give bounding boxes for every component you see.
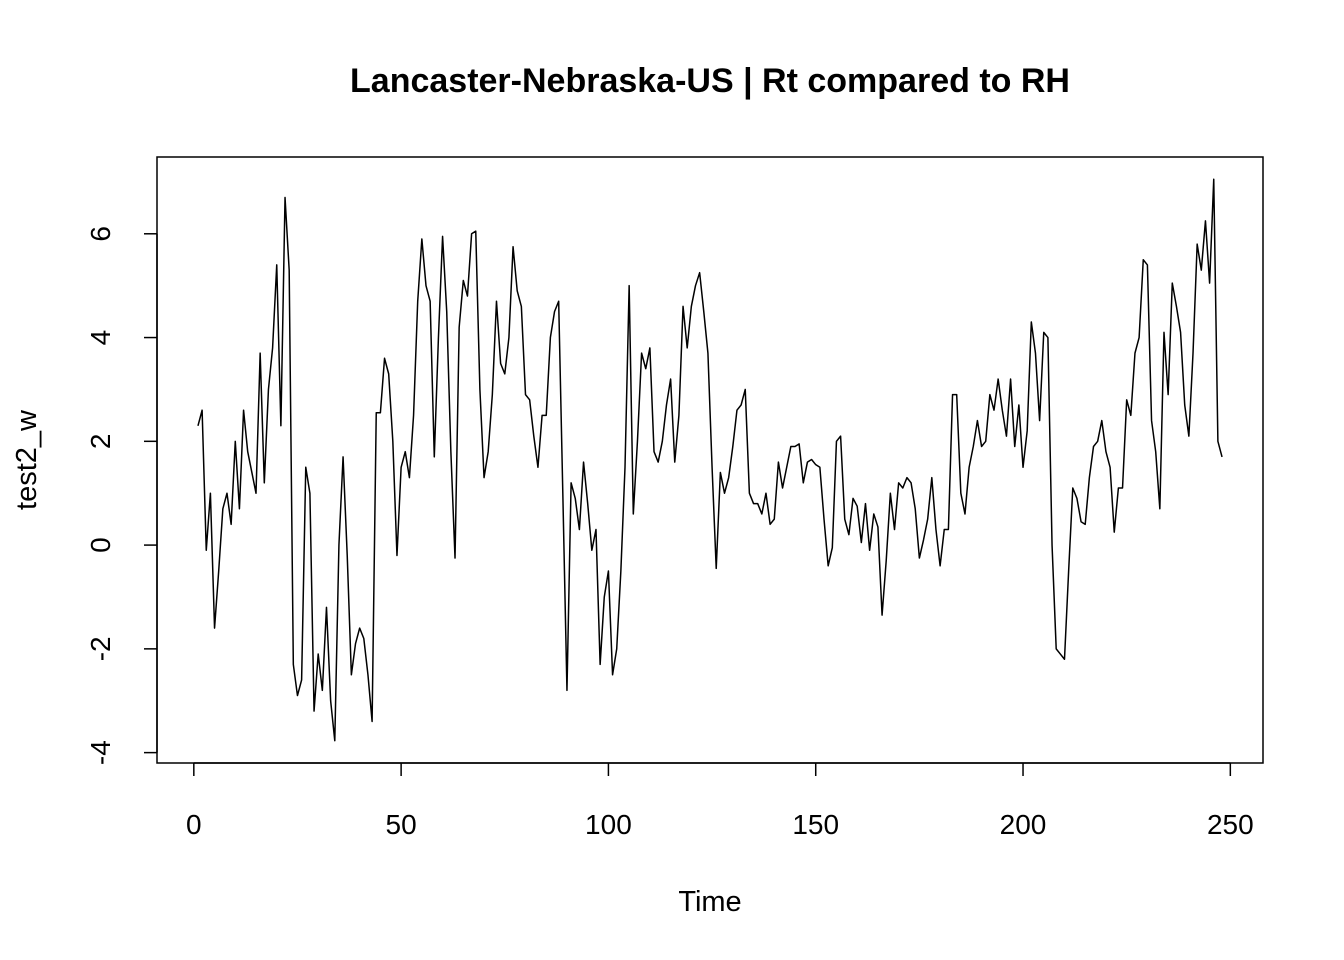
x-tick-label: 150: [792, 809, 839, 840]
x-tick-label: 100: [585, 809, 632, 840]
y-tick-label: 6: [85, 226, 116, 242]
y-tick-label: -2: [85, 636, 116, 661]
x-tick-label: 200: [1000, 809, 1047, 840]
y-axis-label: test2_w: [11, 409, 43, 510]
y-tick-label: 4: [85, 330, 116, 346]
y-tick-label: -4: [85, 740, 116, 765]
y-tick-label: 0: [85, 537, 116, 553]
x-tick-label: 0: [186, 809, 202, 840]
y-tick-label: 2: [85, 434, 116, 450]
x-tick-label: 50: [386, 809, 417, 840]
x-axis-label: Time: [678, 886, 741, 918]
chart-title: Lancaster-Nebraska-US | Rt compared to R…: [350, 62, 1070, 100]
series-line: [197, 178, 1223, 742]
x-tick-label: 250: [1207, 809, 1254, 840]
